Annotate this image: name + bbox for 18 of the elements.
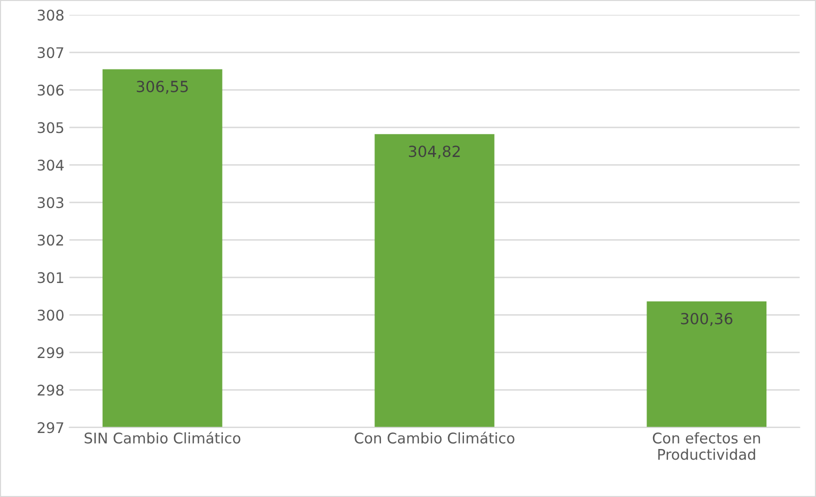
y-tick-label: 308 bbox=[38, 10, 64, 21]
y-tick-label: 297 bbox=[38, 422, 64, 434]
y-tick-label: 306 bbox=[38, 84, 64, 96]
y-tick-label: 298 bbox=[38, 384, 64, 396]
x-tick-label: Con efectos en Productividad bbox=[652, 432, 760, 460]
y-tick-label: 307 bbox=[38, 47, 64, 58]
y-tick-label: 304 bbox=[38, 160, 64, 171]
y-tick-label: 301 bbox=[38, 272, 64, 284]
data-label: 300,36 bbox=[681, 312, 732, 326]
y-tick-label: 305 bbox=[38, 122, 64, 134]
data-label: 306,55 bbox=[136, 80, 188, 94]
y-tick-label: 303 bbox=[38, 197, 64, 208]
x-tick-label: Con Cambio Climático bbox=[354, 432, 514, 444]
y-tick-label: 300 bbox=[38, 310, 64, 321]
y-tick-label: 302 bbox=[38, 234, 64, 246]
data-label: 304,82 bbox=[408, 146, 460, 159]
y-tick-label: 299 bbox=[38, 347, 64, 358]
x-tick-label: SIN Cambio Climático bbox=[84, 432, 240, 444]
